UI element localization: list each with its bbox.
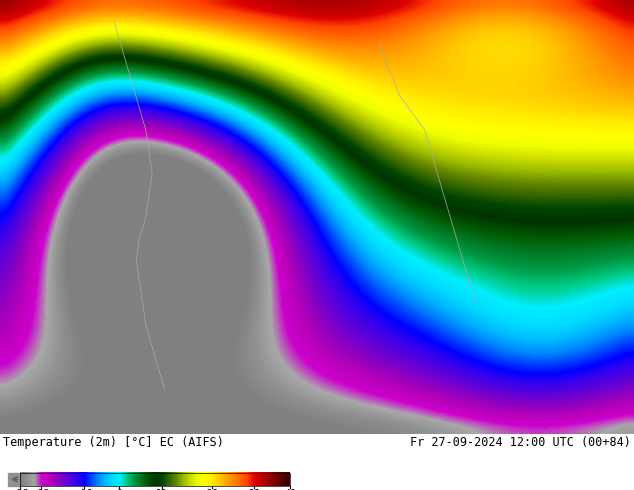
Text: -10: -10 bbox=[75, 489, 93, 490]
Text: 48: 48 bbox=[284, 489, 296, 490]
Text: 26: 26 bbox=[206, 489, 217, 490]
Text: 38: 38 bbox=[249, 489, 261, 490]
Bar bbox=[8, 473, 20, 486]
Text: -22: -22 bbox=[32, 489, 50, 490]
Text: Temperature (2m) [°C] EC (AIFS): Temperature (2m) [°C] EC (AIFS) bbox=[3, 436, 224, 449]
Text: -28: -28 bbox=[11, 489, 29, 490]
Bar bbox=[20, 473, 290, 486]
Text: 12: 12 bbox=[156, 489, 168, 490]
Text: Fr 27-09-2024 12:00 UTC (00+84): Fr 27-09-2024 12:00 UTC (00+84) bbox=[410, 436, 631, 449]
Text: 0: 0 bbox=[117, 489, 122, 490]
